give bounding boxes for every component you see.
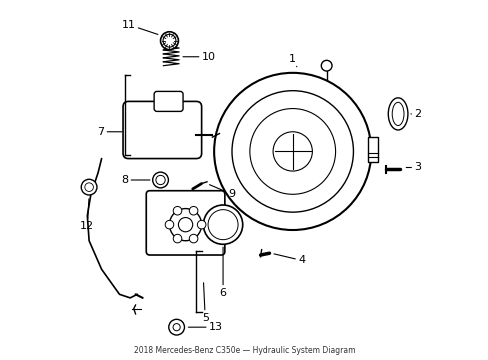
Text: 4: 4 [273, 254, 305, 265]
FancyBboxPatch shape [146, 191, 224, 255]
Circle shape [173, 324, 180, 331]
Circle shape [84, 183, 93, 192]
Text: 6: 6 [219, 247, 226, 297]
Text: 5: 5 [201, 283, 208, 323]
Text: 3: 3 [406, 162, 420, 172]
Circle shape [163, 34, 176, 47]
Circle shape [203, 205, 242, 244]
Circle shape [168, 319, 184, 335]
Circle shape [214, 73, 370, 230]
Circle shape [160, 32, 178, 50]
Circle shape [197, 220, 205, 229]
Text: 13: 13 [188, 322, 223, 332]
Text: 1: 1 [288, 54, 296, 67]
Text: 7: 7 [97, 127, 122, 137]
FancyBboxPatch shape [123, 102, 201, 158]
Circle shape [231, 91, 353, 212]
Circle shape [272, 132, 312, 171]
Circle shape [321, 60, 331, 71]
Circle shape [81, 179, 97, 195]
Circle shape [173, 206, 182, 215]
Circle shape [178, 217, 192, 232]
Text: 12: 12 [80, 199, 94, 231]
Circle shape [173, 234, 182, 243]
Text: 8: 8 [121, 175, 150, 185]
Bar [367, 137, 378, 162]
Text: 11: 11 [122, 19, 158, 35]
Circle shape [249, 109, 335, 194]
Text: 9: 9 [209, 185, 235, 199]
Circle shape [189, 206, 198, 215]
Circle shape [156, 175, 165, 185]
Text: 10: 10 [183, 52, 215, 62]
Circle shape [207, 210, 238, 240]
Circle shape [165, 220, 173, 229]
Text: 2: 2 [410, 109, 421, 119]
FancyBboxPatch shape [154, 91, 183, 111]
Ellipse shape [391, 102, 403, 126]
Text: 2018 Mercedes-Benz C350e — Hydraulic System Diagram: 2018 Mercedes-Benz C350e — Hydraulic Sys… [134, 346, 354, 355]
Circle shape [152, 172, 168, 188]
Ellipse shape [387, 98, 407, 130]
Circle shape [189, 234, 198, 243]
Circle shape [169, 208, 201, 241]
